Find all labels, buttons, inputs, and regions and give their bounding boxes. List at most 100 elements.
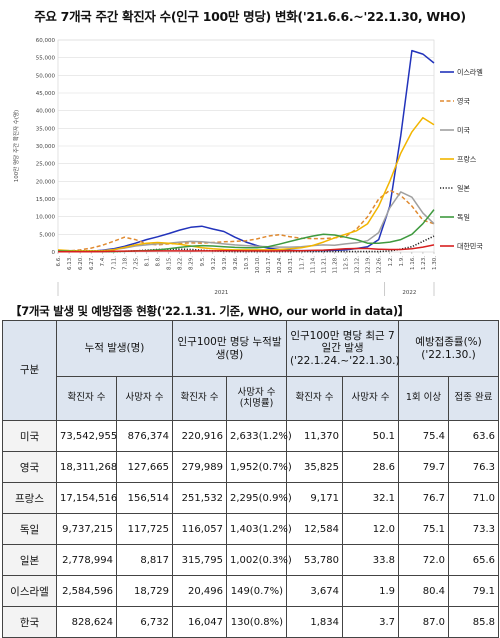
cell-cases: 2,778,994: [56, 544, 117, 576]
cell-recent-deaths: 3.7: [342, 606, 400, 638]
x-tick-label: 7.25.: [133, 256, 139, 270]
header-gubun: 구분: [2, 320, 57, 421]
cell-cases: 2,584,596: [56, 575, 117, 607]
y-tick-label: 25,000: [36, 162, 56, 168]
legend-label: 독일: [457, 213, 470, 222]
cell-vax-full: 73.3: [448, 513, 500, 545]
cell-cases: 9,737,215: [56, 513, 117, 545]
cell-pm-deaths: 1,403(1.2%): [225, 513, 292, 545]
legend-label: 미국: [457, 126, 470, 135]
cell-vax-full: 65.6: [448, 544, 500, 576]
y-tick-label: 0: [52, 250, 56, 256]
cell-pm-cases: 220,916: [172, 420, 227, 452]
x-tick-label: 12.19.: [366, 256, 372, 274]
year-label: 2021: [214, 290, 228, 296]
x-tick-label: 8.29.: [189, 256, 195, 270]
cell-pm-cases: 16,047: [172, 606, 227, 638]
x-tick-label: 9.5.: [200, 256, 206, 267]
cell-recent-cases: 53,780: [286, 544, 344, 576]
x-tick-label: 9.26.: [233, 256, 239, 270]
row-country: 미국: [2, 420, 57, 452]
x-tick-label: 10.10.: [255, 256, 261, 274]
subheader-pm-deaths: 사망자 수 (치명률): [225, 376, 288, 421]
y-tick-label: 20,000: [36, 179, 56, 185]
row-country: 독일: [2, 513, 57, 545]
cell-recent-cases: 12,584: [286, 513, 344, 545]
cell-pm-deaths: 2,295(0.9%): [225, 482, 292, 514]
series-line-2: [57, 189, 435, 253]
x-tick-label: 8.8.: [156, 256, 162, 267]
cell-pm-deaths: 130(0.8%): [225, 606, 288, 638]
cell-pm-cases: 20,496: [172, 575, 227, 607]
x-tick-label: 7.4.: [100, 256, 106, 267]
cell-deaths: 876,374: [116, 420, 173, 452]
x-tick-label: 6.6.: [56, 256, 62, 267]
cell-deaths: 127,665: [116, 451, 173, 483]
y-tick-label: 45,000: [36, 91, 56, 97]
x-tick-label: 9.19.: [222, 256, 228, 270]
cell-recent-deaths: 32.1: [342, 482, 400, 514]
x-tick-label: 6.20.: [78, 256, 84, 270]
x-tick-label: 6.27.: [89, 256, 95, 270]
row-country: 한국: [2, 606, 57, 638]
x-tick-label: 10.3.: [244, 256, 250, 270]
y-tick-label: 30,000: [36, 144, 56, 150]
y-tick-label: 35,000: [36, 126, 56, 132]
x-tick-label: 1.23.: [421, 256, 427, 270]
cell-recent-cases: 3,674: [286, 575, 344, 607]
x-tick-label: 9.12.: [211, 256, 217, 270]
series-line-7: [58, 244, 435, 253]
x-tick-label: 11.21.: [321, 256, 327, 274]
cell-vax-one: 72.0: [398, 544, 450, 576]
cell-pm-deaths: 2,633(1.2%): [225, 420, 292, 452]
cell-deaths: 8,817: [116, 544, 173, 576]
x-tick-label: 11.7.: [299, 256, 305, 270]
x-tick-label: 10.24.: [277, 256, 283, 274]
cell-vax-full: 76.3: [448, 451, 500, 483]
y-tick-label: 55,000: [36, 56, 56, 62]
cell-deaths: 156,514: [116, 482, 173, 514]
row-country: 프랑스: [2, 482, 57, 514]
cell-cases: 18,311,268: [56, 451, 117, 483]
x-tick-label: 8.15.: [167, 256, 173, 270]
cell-cases: 17,154,516: [56, 482, 117, 514]
table-row: 프랑스 17,154,516 156,514 251,532 2,295(0.9…: [2, 482, 500, 514]
header-vaccination-rate: 예방접종률(%) ('22.1.30.): [398, 320, 500, 377]
x-tick-label: 1.30.: [432, 256, 438, 270]
cell-vax-one: 75.1: [398, 513, 450, 545]
cell-vax-one: 80.4: [398, 575, 450, 607]
cell-pm-cases: 116,057: [172, 513, 227, 545]
table-row: 영국 18,311,268 127,665 279,989 1,952(0.7%…: [2, 451, 500, 483]
subheader-deaths: 사망자 수: [116, 376, 173, 421]
header-cumulative: 누적 발생(명): [56, 320, 173, 377]
table-row: 독일 9,737,215 117,725 116,057 1,403(1.2%)…: [2, 513, 500, 545]
vaccination-table: 구분 누적 발생(명) 인구100만 명당 누적발생(명) 인구100만 명당 …: [2, 320, 500, 638]
series-line-4: [57, 116, 435, 252]
y-tick-label: 50,000: [36, 73, 56, 79]
cell-vax-one: 75.4: [398, 420, 450, 452]
cell-recent-deaths: 33.8: [342, 544, 400, 576]
table-row: 이스라엘 2,584,596 18,729 20,496 149(0.7%) 3…: [2, 575, 500, 607]
row-country: 영국: [2, 451, 57, 483]
legend-label: 대한민국: [457, 242, 483, 251]
cell-pm-cases: 315,795: [172, 544, 227, 576]
cell-vax-one: 87.0: [398, 606, 450, 638]
subheader-recent-cases: 확진자 수: [286, 376, 344, 421]
cell-recent-deaths: 12.0: [342, 513, 400, 545]
cell-recent-cases: 9,171: [286, 482, 344, 514]
gridlines: [57, 39, 435, 253]
y-tick-label: 10,000: [36, 215, 56, 221]
header-recent-7-days: 인구100만 명당 최근 7일간 발생 ('22.1.24.~'22.1.30.…: [286, 320, 400, 377]
x-tick-label: 12.12.: [355, 256, 361, 274]
y-tick-label: 15,000: [36, 197, 56, 203]
subheader-recent-deaths: 사망자 수: [342, 376, 400, 421]
cell-vax-full: 71.0: [448, 482, 500, 514]
x-tick-label: 11.28.: [332, 256, 338, 274]
cell-pm-cases: 251,532: [172, 482, 227, 514]
row-country: 일본: [2, 544, 57, 576]
cell-pm-deaths: 1,952(0.7%): [225, 451, 292, 483]
subheader-vax-one-dose: 1회 이상: [398, 376, 450, 421]
cell-recent-deaths: 28.6: [342, 451, 400, 483]
cell-recent-deaths: 50.1: [342, 420, 400, 452]
